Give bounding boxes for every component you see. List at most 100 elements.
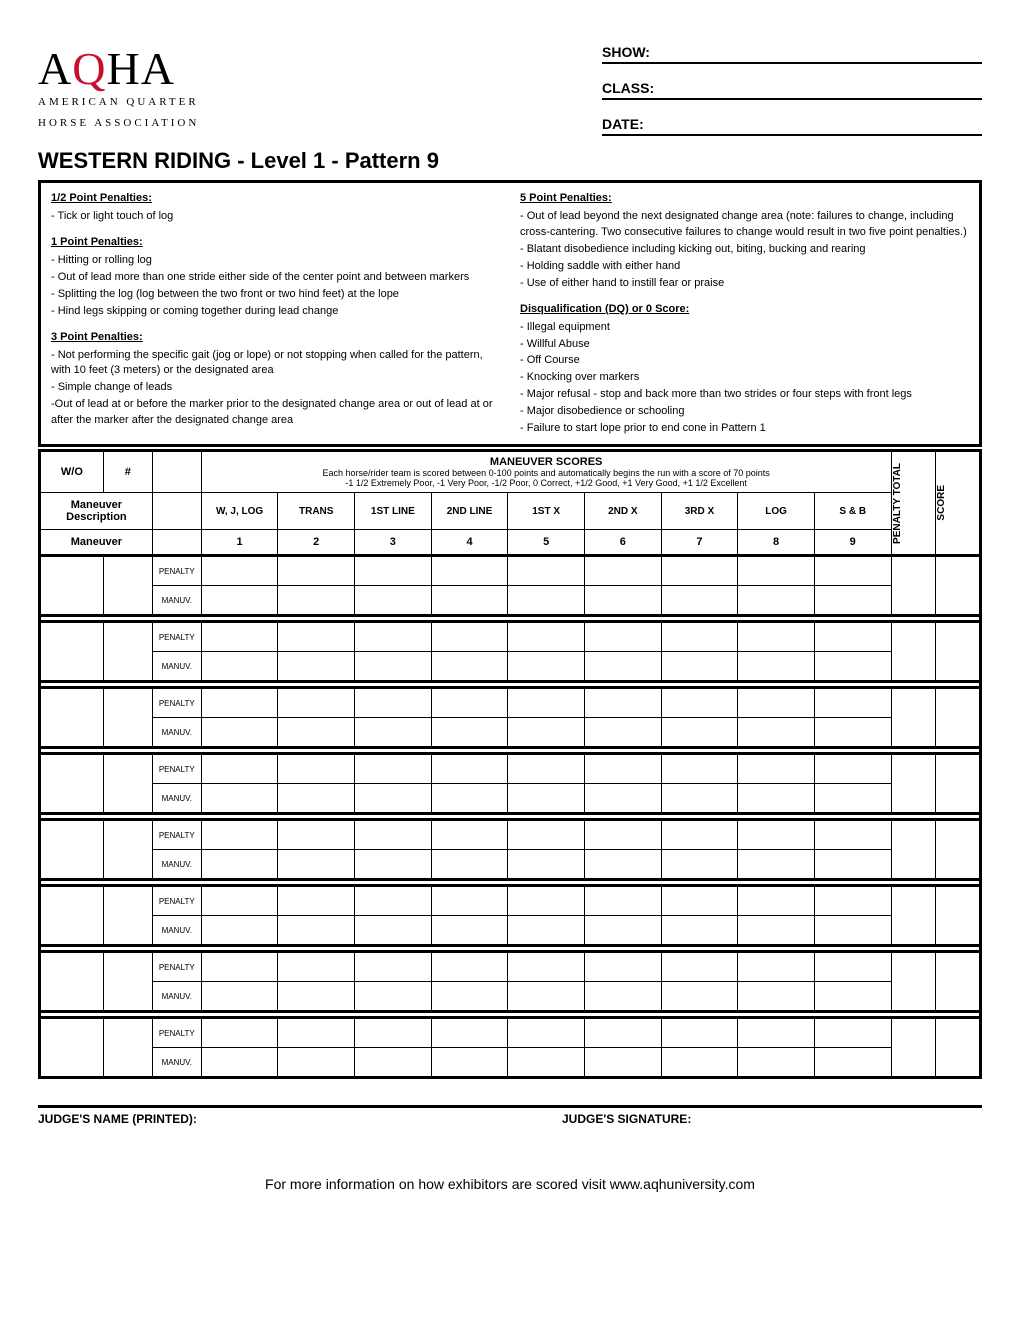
penalty-item: - Major disobedience or schooling bbox=[520, 404, 969, 420]
score-cell bbox=[508, 688, 585, 718]
score-cell bbox=[431, 754, 508, 784]
score-cell bbox=[278, 784, 355, 814]
num-cell bbox=[103, 556, 152, 616]
score-cell bbox=[661, 1018, 738, 1048]
score-cell bbox=[278, 586, 355, 616]
score-cell-total bbox=[936, 820, 981, 880]
score-cell bbox=[584, 952, 661, 982]
score-cell bbox=[355, 982, 432, 1012]
score-cell bbox=[584, 688, 661, 718]
score-cell bbox=[431, 982, 508, 1012]
score-cell bbox=[814, 916, 891, 946]
score-cell bbox=[738, 622, 815, 652]
score-cell bbox=[508, 586, 585, 616]
score-cell bbox=[431, 622, 508, 652]
score-cell bbox=[355, 718, 432, 748]
score-cell bbox=[584, 622, 661, 652]
col-label: 3RD X bbox=[661, 493, 738, 530]
penalties-right: 5 Point Penalties: - Out of lead beyond t… bbox=[520, 189, 969, 438]
blank bbox=[152, 451, 201, 493]
score-cell bbox=[814, 1018, 891, 1048]
score-cell bbox=[738, 556, 815, 586]
penalty-item: -Out of lead at or before the marker pri… bbox=[51, 397, 500, 429]
score-cell bbox=[355, 1048, 432, 1078]
score-cell bbox=[661, 718, 738, 748]
show-line: SHOW: bbox=[602, 40, 982, 64]
score-cell bbox=[738, 850, 815, 880]
class-label: CLASS: bbox=[602, 80, 654, 96]
score-cell bbox=[355, 586, 432, 616]
col-label: LOG bbox=[738, 493, 815, 530]
penalty-item: - Out of lead beyond the next designated… bbox=[520, 209, 969, 241]
num-label: 5 bbox=[508, 530, 585, 556]
score-cell bbox=[201, 688, 278, 718]
score-cell bbox=[661, 952, 738, 982]
penalty-item: - Willful Abuse bbox=[520, 337, 969, 353]
score-cell bbox=[814, 952, 891, 982]
penalty-item: - Illegal equipment bbox=[520, 320, 969, 336]
num-cell bbox=[103, 622, 152, 682]
score-cell bbox=[738, 688, 815, 718]
score-cell bbox=[508, 952, 585, 982]
score-cell bbox=[431, 556, 508, 586]
num-cell bbox=[103, 1018, 152, 1078]
score-cell bbox=[738, 952, 815, 982]
score-cell bbox=[738, 718, 815, 748]
penalty-total-cell bbox=[891, 886, 936, 946]
penalties-left: 1/2 Point Penalties:- Tick or light touc… bbox=[51, 189, 500, 438]
score-cell bbox=[355, 652, 432, 682]
score-cell bbox=[738, 916, 815, 946]
score-cell bbox=[738, 586, 815, 616]
score-cell-total bbox=[936, 622, 981, 682]
score-cell bbox=[661, 1048, 738, 1078]
score-cell bbox=[201, 652, 278, 682]
col-label: 2ND X bbox=[584, 493, 661, 530]
penalty-item: - Splitting the log (log between the two… bbox=[51, 287, 500, 303]
penalty-total-header: PENALTY TOTAL bbox=[891, 451, 936, 556]
manuv-label: MANUV. bbox=[152, 916, 201, 946]
score-cell bbox=[355, 688, 432, 718]
score-cell bbox=[355, 916, 432, 946]
manuv-label: MANUV. bbox=[152, 652, 201, 682]
score-cell bbox=[584, 1048, 661, 1078]
judge-sig-label: JUDGE'S SIGNATURE: bbox=[562, 1112, 982, 1126]
page-title: WESTERN RIDING - Level 1 - Pattern 9 bbox=[38, 148, 439, 174]
wo-cell bbox=[40, 688, 104, 748]
score-cell bbox=[814, 982, 891, 1012]
num-label: 4 bbox=[431, 530, 508, 556]
score-cell bbox=[814, 850, 891, 880]
score-cell bbox=[814, 622, 891, 652]
score-cell bbox=[355, 1018, 432, 1048]
penalties-box: 1/2 Point Penalties:- Tick or light touc… bbox=[38, 180, 982, 447]
score-cell-total bbox=[936, 886, 981, 946]
penalty-total-cell bbox=[891, 754, 936, 814]
col-label: W, J, LOG bbox=[201, 493, 278, 530]
score-cell bbox=[201, 718, 278, 748]
maneuver-label: Maneuver bbox=[40, 530, 153, 556]
score-cell bbox=[431, 718, 508, 748]
score-cell bbox=[508, 1018, 585, 1048]
score-cell bbox=[201, 850, 278, 880]
score-cell bbox=[508, 754, 585, 784]
score-table: W/O#MANEUVER SCORESEach horse/rider team… bbox=[38, 449, 982, 1079]
score-cell bbox=[584, 886, 661, 916]
num-label: 3 bbox=[355, 530, 432, 556]
penalty-item: - Out of lead more than one stride eithe… bbox=[51, 270, 500, 286]
penalty-label: PENALTY bbox=[152, 886, 201, 916]
score-cell bbox=[738, 754, 815, 784]
num-label: 2 bbox=[278, 530, 355, 556]
penalty-heading: 5 Point Penalties: bbox=[520, 191, 969, 207]
manuv-label: MANUV. bbox=[152, 1048, 201, 1078]
penalty-heading: 1/2 Point Penalties: bbox=[51, 191, 500, 207]
score-cell bbox=[278, 982, 355, 1012]
score-cell bbox=[355, 556, 432, 586]
penalty-label: PENALTY bbox=[152, 820, 201, 850]
score-cell bbox=[661, 688, 738, 718]
score-cell bbox=[738, 652, 815, 682]
score-cell bbox=[431, 652, 508, 682]
score-cell bbox=[814, 886, 891, 916]
penalty-item: - Hitting or rolling log bbox=[51, 253, 500, 269]
score-cell bbox=[814, 688, 891, 718]
penalty-total-cell bbox=[891, 820, 936, 880]
score-cell bbox=[584, 916, 661, 946]
